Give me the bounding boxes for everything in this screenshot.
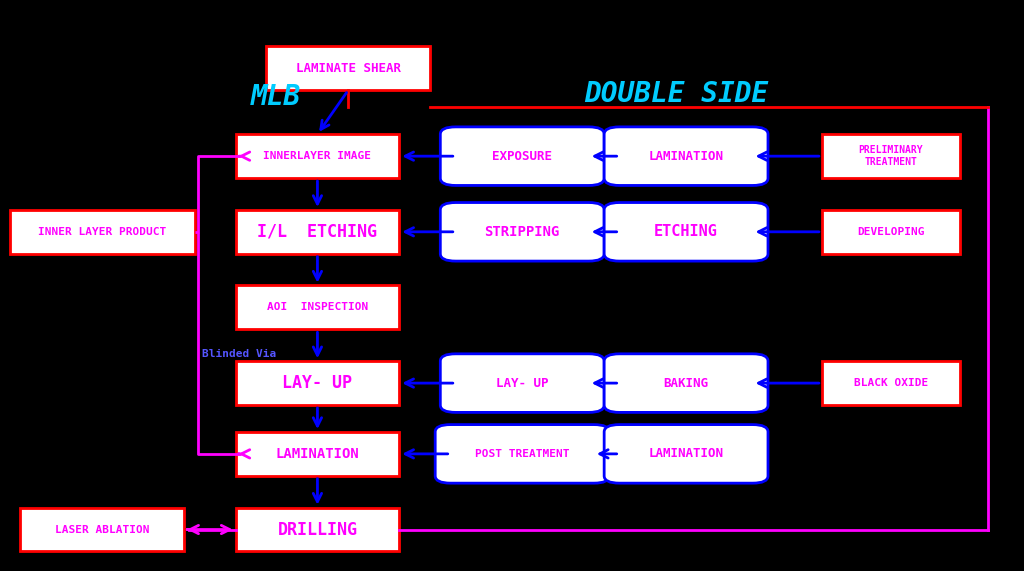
Text: EXPOSURE: EXPOSURE: [493, 150, 552, 163]
FancyBboxPatch shape: [236, 508, 399, 552]
Text: LAY- UP: LAY- UP: [283, 374, 352, 392]
FancyBboxPatch shape: [236, 286, 399, 329]
Text: AOI  INSPECTION: AOI INSPECTION: [267, 303, 368, 312]
Text: PRELIMINARY
TREATMENT: PRELIMINARY TREATMENT: [858, 146, 924, 167]
Text: LASER ABLATION: LASER ABLATION: [55, 525, 150, 534]
Text: LAMINATION: LAMINATION: [648, 150, 724, 163]
Text: I/L  ETCHING: I/L ETCHING: [257, 223, 378, 241]
Text: MLB: MLB: [251, 83, 301, 111]
FancyBboxPatch shape: [440, 127, 604, 186]
Text: ETCHING: ETCHING: [654, 224, 718, 239]
Text: BLACK OXIDE: BLACK OXIDE: [854, 378, 928, 388]
Text: DOUBLE SIDE: DOUBLE SIDE: [584, 81, 768, 108]
Text: LAMINATION: LAMINATION: [275, 447, 359, 461]
FancyBboxPatch shape: [236, 432, 399, 476]
FancyBboxPatch shape: [604, 127, 768, 186]
Text: INNER LAYER PRODUCT: INNER LAYER PRODUCT: [38, 227, 167, 237]
FancyBboxPatch shape: [435, 425, 609, 483]
FancyBboxPatch shape: [10, 210, 195, 254]
Text: BAKING: BAKING: [664, 377, 709, 389]
Text: STRIPPING: STRIPPING: [484, 225, 560, 239]
Text: LAMINATION: LAMINATION: [648, 447, 724, 460]
Text: LAMINATE SHEAR: LAMINATE SHEAR: [296, 62, 400, 75]
FancyBboxPatch shape: [20, 508, 184, 552]
FancyBboxPatch shape: [604, 425, 768, 483]
FancyBboxPatch shape: [604, 354, 768, 412]
FancyBboxPatch shape: [236, 210, 399, 254]
FancyBboxPatch shape: [266, 46, 430, 90]
Text: POST TREATMENT: POST TREATMENT: [475, 449, 569, 459]
FancyBboxPatch shape: [821, 210, 961, 254]
FancyBboxPatch shape: [821, 134, 961, 178]
FancyBboxPatch shape: [440, 354, 604, 412]
FancyBboxPatch shape: [236, 134, 399, 178]
FancyBboxPatch shape: [821, 361, 961, 405]
Text: INNERLAYER IMAGE: INNERLAYER IMAGE: [263, 151, 372, 161]
Text: Blinded Via: Blinded Via: [202, 349, 276, 360]
FancyBboxPatch shape: [604, 203, 768, 261]
Text: DRILLING: DRILLING: [278, 521, 357, 538]
FancyBboxPatch shape: [440, 203, 604, 261]
Text: DEVELOPING: DEVELOPING: [857, 227, 925, 237]
Text: LAY- UP: LAY- UP: [496, 377, 549, 389]
FancyBboxPatch shape: [236, 361, 399, 405]
